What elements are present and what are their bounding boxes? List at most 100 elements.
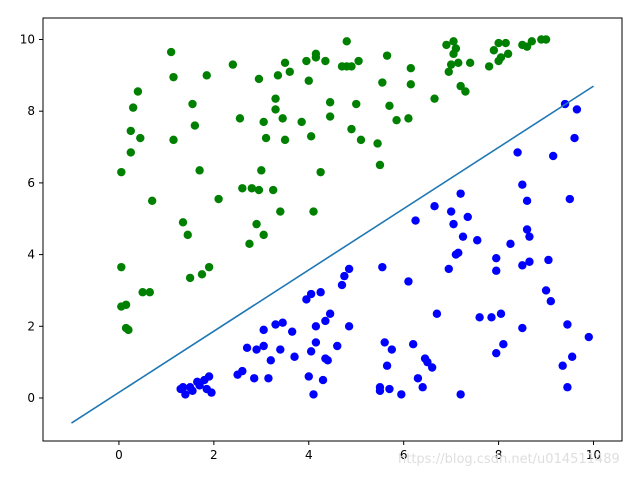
green-point (347, 62, 356, 71)
blue-point (344, 264, 354, 274)
green-point (228, 60, 238, 69)
blue-point (323, 356, 332, 365)
blue-point (444, 264, 453, 274)
green-point (247, 184, 257, 193)
green-point (449, 37, 458, 46)
green-point (145, 288, 154, 297)
blue-point (337, 280, 347, 290)
green-point (373, 139, 382, 148)
green-point (188, 99, 197, 109)
x-tick-label: 0 (115, 448, 123, 462)
blue-point (321, 316, 330, 326)
green-point (126, 126, 135, 136)
blue-point (525, 257, 534, 266)
green-point (316, 167, 325, 177)
blue-point (333, 341, 342, 351)
green-point (278, 114, 287, 123)
green-point (306, 132, 316, 141)
blue-point (259, 341, 268, 351)
blue-point (487, 313, 496, 322)
blue-point (541, 286, 551, 295)
y-tick-label: 0 (27, 391, 35, 405)
green-point (138, 288, 147, 297)
blue-point (318, 375, 328, 385)
blue-point (513, 148, 522, 157)
blue-point (264, 374, 273, 383)
blue-point (304, 372, 313, 381)
green-point (385, 101, 394, 111)
blue-point (548, 151, 558, 161)
blue-point (306, 347, 316, 356)
blue-point (522, 196, 532, 206)
axes-ticks: 0 2 4 6 8 10 0 2 4 6 8 10 (20, 33, 601, 462)
green-point (444, 67, 453, 76)
blue-point (266, 356, 275, 365)
green-point (214, 194, 223, 204)
blue-point (456, 390, 465, 399)
green-point (261, 133, 271, 143)
green-point (280, 135, 290, 145)
y-tick-label: 2 (27, 319, 35, 333)
green-point (117, 167, 126, 177)
blue-point (375, 383, 385, 392)
blue-point (492, 253, 501, 263)
blue-point (309, 390, 318, 399)
green-point (406, 80, 416, 89)
blue-point (290, 352, 299, 361)
blue-point (463, 212, 472, 222)
blue-point (259, 325, 268, 335)
green-point (121, 300, 131, 309)
plot-frame (42, 17, 623, 442)
blue-point (404, 277, 413, 286)
green-point (356, 135, 366, 145)
blue-point (387, 345, 397, 354)
blue-point (276, 345, 285, 354)
blue-point (458, 232, 468, 241)
blue-point (271, 320, 280, 329)
blue-point (302, 295, 311, 304)
blue-point (492, 266, 501, 275)
green-point (501, 38, 510, 48)
green-point (245, 239, 254, 249)
blue-point (563, 320, 572, 329)
green-point (321, 56, 330, 66)
green-point (136, 133, 145, 143)
blue-point (518, 261, 527, 270)
green-point (252, 219, 261, 229)
blue-point (316, 288, 325, 297)
green-point (404, 114, 413, 123)
blue-point (496, 309, 506, 318)
green-point (446, 60, 456, 69)
green-point (325, 98, 335, 107)
green-point (124, 325, 133, 335)
blue-point (584, 332, 593, 342)
blue-point (397, 390, 406, 399)
green-point (430, 94, 439, 103)
blue-point (546, 296, 556, 306)
green-point (147, 196, 157, 206)
watermark-text: https://blog.csdn.net/u014511489 (398, 452, 620, 467)
green-point (465, 58, 475, 68)
blue-point (385, 384, 394, 394)
blue-point (181, 390, 190, 399)
green-point (451, 44, 461, 53)
green-point (254, 185, 264, 195)
blue-point (518, 323, 527, 333)
green-point (169, 135, 178, 145)
blue-point (311, 338, 321, 347)
green-point (541, 35, 551, 44)
green-point (268, 185, 278, 195)
green-point (273, 71, 283, 80)
blue-point (344, 322, 354, 331)
blue-point (572, 105, 582, 114)
green-point (494, 38, 503, 48)
green-point (442, 40, 451, 50)
blue-point (207, 388, 216, 397)
blue-point (325, 309, 335, 318)
blue-point (544, 255, 553, 265)
blue-point (475, 313, 484, 322)
y-tick-label: 10 (20, 33, 35, 47)
blue-point (278, 318, 287, 327)
blue-point (456, 189, 465, 198)
